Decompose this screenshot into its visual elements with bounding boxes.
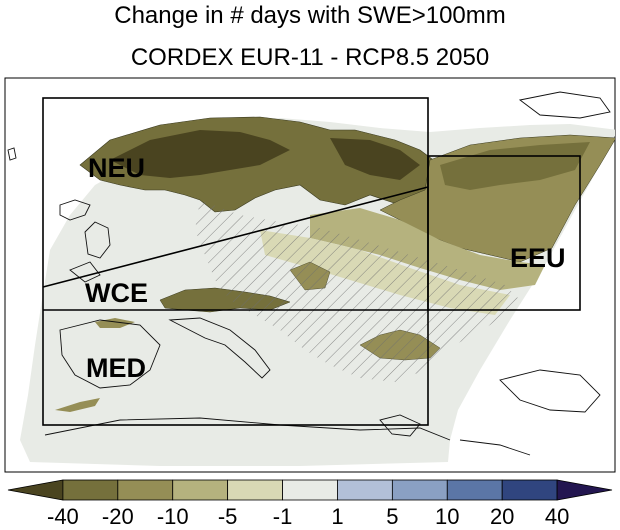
- region-label-wce: WCE: [85, 278, 148, 308]
- colorbar-tick-label: -5: [218, 504, 238, 529]
- map-title: Change in # days with SWE>100mm: [114, 2, 506, 29]
- colorbar-bin: [556, 479, 613, 501]
- eastern-europe-dark: [440, 142, 590, 190]
- colorbar-tick-label: -1: [273, 504, 293, 529]
- colorbar-bin: [446, 479, 503, 501]
- colorbar-bin: [7, 479, 64, 501]
- colorbar-bin: [117, 479, 174, 501]
- region-label-eeu: EEU: [510, 243, 566, 273]
- colorbar: [7, 479, 613, 501]
- map-subtitle: CORDEX EUR-11 - RCP8.5 2050: [130, 44, 490, 71]
- neu-wce-divider: [42, 186, 429, 288]
- colorbar-tick-label: 1: [331, 504, 343, 529]
- colorbar-labels: -40 -20 -10 -5 -1 1 5 10 20 40: [47, 504, 569, 529]
- region-label-neu: NEU: [88, 153, 145, 183]
- colorbar-bin: [172, 479, 229, 501]
- atlas-decrease: [55, 398, 100, 412]
- significance-hatching: [195, 200, 520, 382]
- scandinavia-darkest: [110, 130, 420, 180]
- colorbar-tick-label: 10: [435, 504, 459, 529]
- colorbar-tick-label: -40: [47, 504, 79, 529]
- region-box-eeu: [427, 155, 581, 311]
- region-boxes: [42, 97, 581, 426]
- colorbar-bin: [337, 479, 393, 501]
- colorbar-bin: [391, 479, 448, 501]
- colorbar-tick-label: 5: [386, 504, 398, 529]
- colorbar-bin: [62, 479, 119, 501]
- colorbar-bin: [227, 479, 283, 501]
- region-label-med: MED: [86, 353, 146, 383]
- colorbar-bin: [501, 479, 558, 501]
- colorbar-tick-label: 20: [490, 504, 514, 529]
- colorbar-bin: [282, 479, 338, 501]
- colorbar-tick-label: 40: [545, 504, 569, 529]
- colorbar-tick-label: -20: [102, 504, 134, 529]
- colorbar-tick-label: -10: [157, 504, 189, 529]
